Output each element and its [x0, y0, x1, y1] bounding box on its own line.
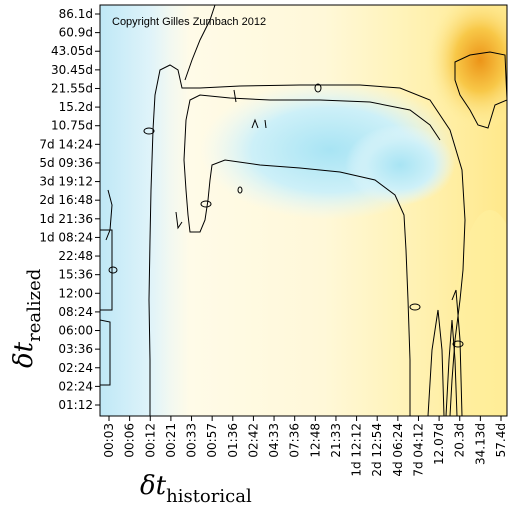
y-tick-label: 7d 14:24 — [39, 137, 93, 151]
contour-inner — [183, 94, 441, 416]
contour-lines — [100, 5, 507, 416]
y-axis: 86.1d 60.9d 43.05d 30.45d 21.55d 15.2d 10.75d 7… — [39, 7, 100, 412]
heatmap-warm-region — [425, 5, 507, 130]
contour-warm — [454, 51, 507, 129]
y-axis-label-main: δt — [9, 341, 39, 368]
contour-spike-3 — [451, 289, 463, 416]
contour-small-4 — [175, 211, 183, 230]
y-tick-label: 3d 19:12 — [39, 175, 93, 189]
x-tick-label: 7d 04:12 — [411, 423, 425, 477]
contour-small-3 — [264, 119, 267, 129]
y-tick-label: 21.55d — [51, 81, 93, 95]
y-tick-label: 03:36 — [58, 342, 93, 356]
x-tick-label: 01:36 — [226, 423, 240, 458]
y-tick-label: 2d 16:48 — [39, 193, 93, 207]
contour-spike-1 — [427, 309, 445, 416]
x-axis-label: δthistorical — [140, 471, 252, 507]
x-tick-label: 34.13d — [473, 423, 487, 465]
contour-spike-2 — [445, 319, 458, 416]
y-tick-label: 10.75d — [51, 119, 93, 133]
x-tick-label: 20.3d — [453, 423, 467, 457]
x-tick-label: 00:57 — [205, 423, 219, 458]
x-tick-label: 21:33 — [329, 423, 343, 458]
x-tick-label: 1d 12:12 — [350, 423, 364, 477]
x-tick-label: 02:42 — [246, 423, 260, 458]
heatmap-cool-core — [345, 125, 455, 205]
x-axis-label-main: δt — [140, 471, 167, 501]
y-tick-label: 02:24 — [58, 361, 93, 375]
contour-loop-7 — [237, 186, 243, 194]
contour-small-1 — [251, 118, 259, 129]
x-tick-label: 12:48 — [308, 423, 322, 458]
y-tick-label: 22:48 — [58, 249, 93, 263]
y-tick-label: 60.9d — [59, 26, 93, 40]
y-tick-label: 02:24 — [58, 379, 93, 393]
heatmap-plot-area: Copyright Gilles Zumbach 2012 — [100, 5, 507, 416]
y-tick-label: 06:00 — [58, 324, 93, 338]
contour-loop-4 — [108, 266, 118, 274]
contour-loop-1 — [143, 127, 155, 135]
y-axis-label-sub: realized — [24, 269, 45, 342]
contour-left-lower — [100, 319, 111, 386]
x-tick-label: 4d 06:24 — [391, 423, 405, 477]
contour-loop-2 — [314, 83, 322, 93]
contour-main — [148, 64, 466, 416]
y-axis-label: δtrealized — [9, 269, 45, 368]
contour-small-2 — [233, 89, 237, 103]
y-tick-label: 01:12 — [58, 398, 93, 412]
x-tick-label: 00:03 — [102, 423, 116, 458]
x-tick-label: 12.07d — [432, 423, 446, 465]
y-tick-label: 1d 08:24 — [39, 230, 93, 244]
y-tick-label: 1d 21:36 — [39, 212, 93, 226]
x-tick-label: 2d 12:54 — [370, 423, 384, 477]
copyright-text: Copyright Gilles Zumbach 2012 — [112, 16, 266, 28]
contour-loop-3 — [200, 200, 212, 208]
x-tick-label: 00:12 — [143, 423, 157, 458]
y-tick-label: 5d 09:36 — [39, 156, 93, 170]
heatmap-warm-bottom — [455, 210, 507, 416]
x-tick-label: 57.4d — [494, 423, 508, 457]
x-tick-label: 07:36 — [288, 423, 302, 458]
y-tick-label: 15:36 — [58, 268, 93, 282]
y-tick-label: 12:00 — [58, 286, 93, 300]
y-tick-label: 86.1d — [59, 7, 93, 21]
x-tick-label: 00:33 — [185, 423, 199, 458]
y-tick-label: 30.45d — [51, 63, 93, 77]
contour-loop-6 — [452, 340, 464, 348]
y-tick-label: 43.05d — [51, 44, 93, 58]
x-tick-label: 00:06 — [123, 423, 137, 458]
plot-frame — [99, 4, 508, 417]
x-axis-label-sub: historical — [166, 486, 252, 507]
contour-left-edge — [105, 189, 113, 241]
contour-top-line — [184, 5, 216, 81]
x-axis: 00:03 00:06 00:12 00:21 00:33 00:57 01:36 02:42… — [102, 416, 508, 477]
y-tick-label: 08:24 — [58, 305, 93, 319]
x-tick-label: 00:21 — [164, 423, 178, 458]
x-tick-label: 04:33 — [267, 423, 281, 458]
y-tick-label: 15.2d — [59, 100, 93, 114]
contour-loop-5 — [409, 303, 421, 311]
contour-left-box — [100, 229, 113, 311]
